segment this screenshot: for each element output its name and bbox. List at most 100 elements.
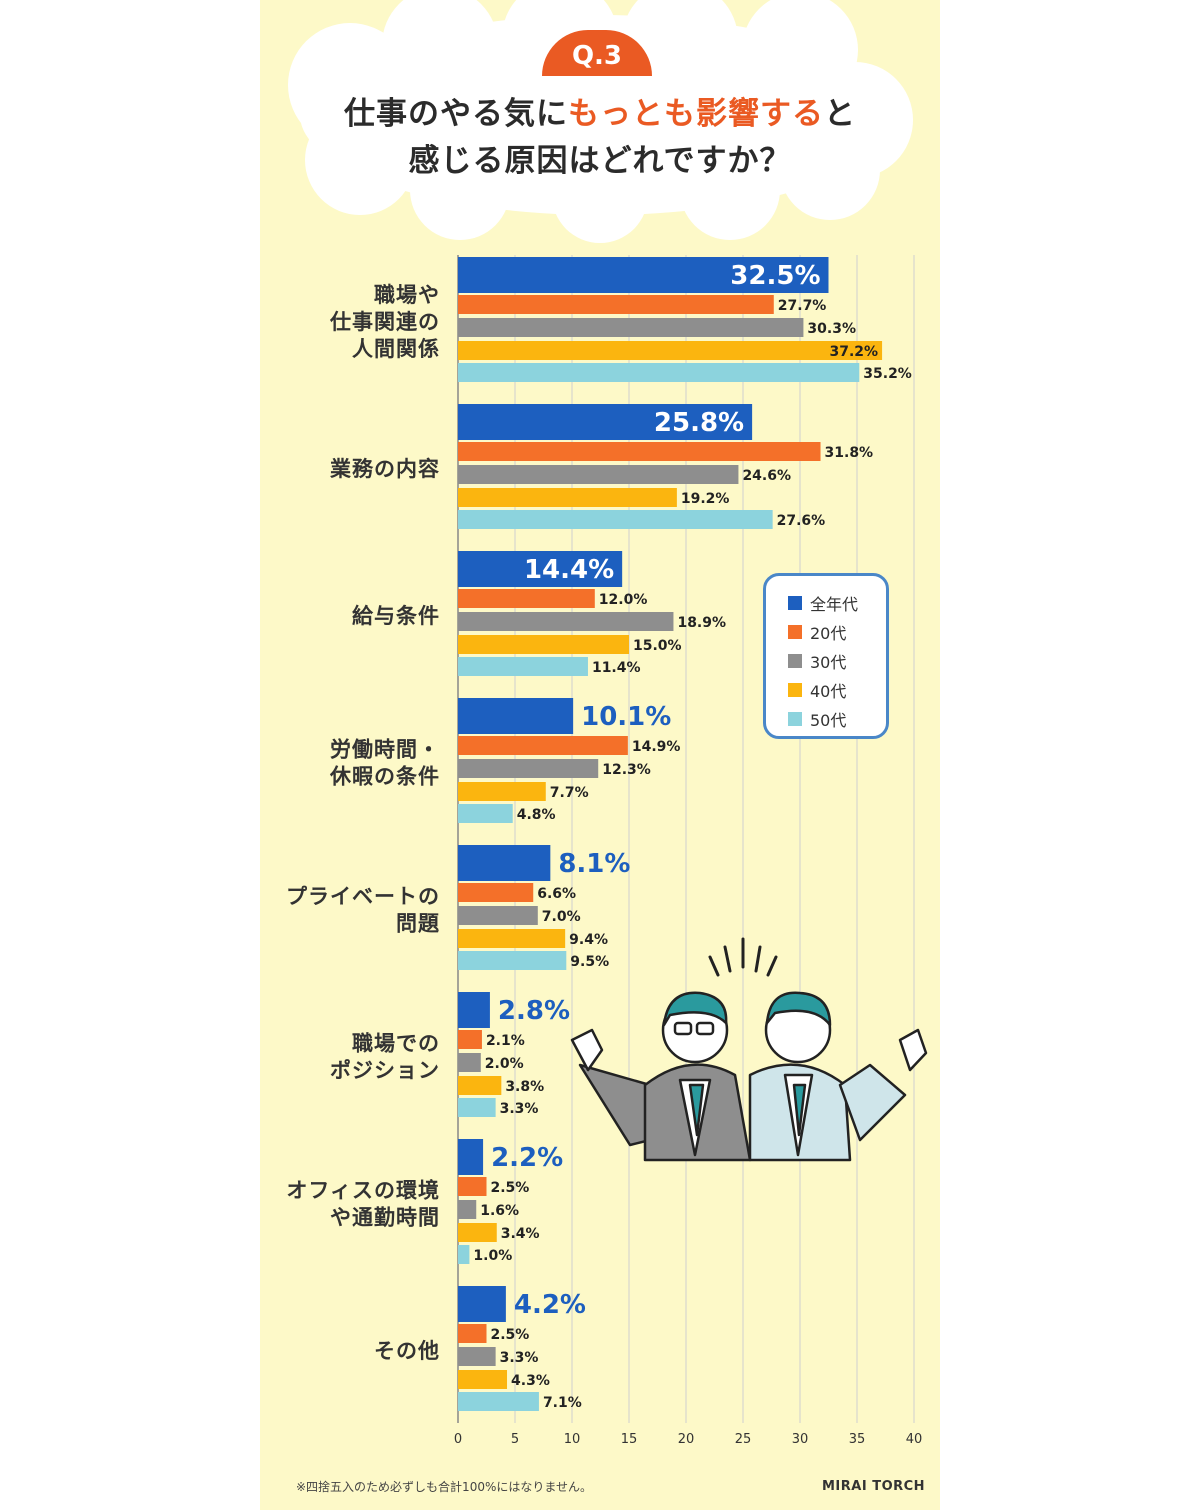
- bar-3-0: [458, 698, 574, 734]
- data-label-1-2: 24.6%: [742, 468, 791, 484]
- bar-3-2: [458, 759, 599, 778]
- x-tick-label-3: 15: [621, 1432, 638, 1447]
- category-label-3-0: 労働時間・: [330, 738, 440, 762]
- category-label-0-0: 職場や: [374, 283, 440, 307]
- data-label-0-4: 35.2%: [863, 366, 912, 382]
- category-label-5-1: ポジション: [330, 1059, 440, 1083]
- bar-6-2: [458, 1200, 477, 1219]
- category-label-5-0: 職場での: [352, 1032, 440, 1056]
- category-label-2-0: 給与条件: [352, 604, 440, 628]
- category-label-0-1: 仕事関連の: [329, 310, 440, 334]
- data-label-7-3: 4.3%: [511, 1373, 550, 1389]
- bar-5-3: [458, 1076, 502, 1095]
- bar-3-4: [458, 804, 513, 823]
- legend-label-2: 30代: [810, 653, 847, 672]
- data-label-1-4: 27.6%: [777, 513, 826, 529]
- category-label-7-0: その他: [374, 1339, 440, 1363]
- bar-6-4: [458, 1245, 470, 1264]
- data-label-4-1: 6.6%: [537, 886, 576, 902]
- bar-2-0: [458, 551, 623, 587]
- data-label-5-1: 2.1%: [486, 1033, 525, 1049]
- bar-7-3: [458, 1370, 508, 1389]
- bar-7-1: [458, 1324, 487, 1343]
- legend-swatch-1: [788, 625, 802, 639]
- data-label-2-0: 14.4%: [524, 555, 614, 585]
- data-label-7-2: 3.3%: [500, 1350, 539, 1366]
- footnote: ※四捨五入のため必ずしも合計100%にはなりません。: [296, 1480, 593, 1494]
- legend-swatch-4: [788, 712, 802, 726]
- category-label-0-2: 人間関係: [352, 337, 440, 361]
- data-label-0-3: 37.2%: [830, 344, 879, 360]
- bar-0-2: [458, 318, 804, 337]
- category-label-1-0: 業務の内容: [330, 457, 440, 481]
- category-label-4-1: 問題: [396, 912, 440, 936]
- data-label-2-2: 18.9%: [677, 615, 726, 631]
- bar-2-4: [458, 657, 588, 676]
- data-label-5-4: 3.3%: [500, 1101, 539, 1117]
- data-label-1-3: 19.2%: [681, 491, 730, 507]
- data-label-3-2: 12.3%: [602, 762, 651, 778]
- infographic-panel: Q.3 仕事のやる気にもっとも影響すると 感じる原因はどれですか？ 0 5 10 15…: [260, 0, 940, 1510]
- x-tick-label-1: 5: [511, 1432, 519, 1447]
- legend-item-2: 30代: [788, 650, 846, 672]
- data-label-3-3: 7.7%: [550, 785, 589, 801]
- data-label-7-1: 2.5%: [491, 1327, 530, 1343]
- x-tick-label-8: 40: [906, 1432, 923, 1447]
- bar-3-3: [458, 782, 546, 801]
- data-label-1-0: 25.8%: [654, 408, 744, 438]
- data-label-3-0: 10.1%: [581, 702, 671, 732]
- bar-2-1: [458, 589, 595, 608]
- data-label-4-2: 7.0%: [542, 909, 581, 925]
- x-tick-label-0: 0: [454, 1432, 462, 1447]
- data-label-4-0: 8.1%: [558, 849, 630, 879]
- category-label-6-0: オフィスの環境: [286, 1179, 440, 1203]
- data-label-3-1: 14.9%: [632, 739, 681, 755]
- x-tick-label-4: 20: [678, 1432, 695, 1447]
- data-label-0-2: 30.3%: [807, 321, 856, 337]
- bar-5-2: [458, 1053, 481, 1072]
- data-label-6-1: 2.5%: [491, 1180, 530, 1196]
- legend-item-0: 全年代: [788, 592, 858, 614]
- bar-7-0: [458, 1286, 506, 1322]
- bar-0-0: [458, 257, 829, 293]
- legend-label-0: 全年代: [810, 595, 859, 614]
- bar-5-0: [458, 992, 490, 1028]
- bar-6-1: [458, 1177, 487, 1196]
- bar-4-2: [458, 906, 538, 925]
- bar-4-1: [458, 883, 534, 902]
- bar-1-2: [458, 465, 739, 484]
- title-line-1: 仕事のやる気にもっとも影響すると: [300, 88, 900, 133]
- legend-label-4: 50代: [810, 711, 847, 730]
- data-label-7-4: 7.1%: [543, 1395, 582, 1411]
- bar-1-1: [458, 442, 821, 461]
- bar-5-1: [458, 1030, 482, 1049]
- legend-swatch-2: [788, 654, 802, 668]
- legend-item-4: 50代: [788, 708, 846, 730]
- bar-2-2: [458, 612, 674, 631]
- bar-1-4: [458, 510, 773, 529]
- bar-0-3: [458, 341, 883, 360]
- data-label-0-1: 27.7%: [778, 298, 827, 314]
- x-tick-label-5: 25: [735, 1432, 752, 1447]
- data-label-2-4: 11.4%: [592, 660, 641, 676]
- data-label-6-2: 1.6%: [480, 1203, 519, 1219]
- x-tick-label-2: 10: [564, 1432, 581, 1447]
- bar-4-4: [458, 951, 567, 970]
- data-label-2-3: 15.0%: [633, 638, 682, 654]
- data-label-5-0: 2.8%: [498, 996, 570, 1026]
- legend-item-1: 20代: [788, 621, 846, 643]
- legend-label-1: 20代: [810, 624, 847, 643]
- data-label-7-0: 4.2%: [514, 1290, 586, 1320]
- bar-7-2: [458, 1347, 496, 1366]
- data-label-0-0: 32.5%: [730, 261, 820, 291]
- title-line-2: 感じる原因はどれですか？: [408, 143, 792, 179]
- bar-0-4: [458, 363, 860, 382]
- data-label-6-4: 1.0%: [473, 1248, 512, 1264]
- title-highlight: もっとも影響する: [568, 96, 824, 132]
- category-label-3-1: 休暇の条件: [329, 765, 440, 789]
- legend-item-3: 40代: [788, 679, 846, 701]
- bar-1-0: [458, 404, 753, 440]
- legend-swatch-3: [788, 683, 802, 697]
- businessmen-illustration: [570, 937, 928, 1162]
